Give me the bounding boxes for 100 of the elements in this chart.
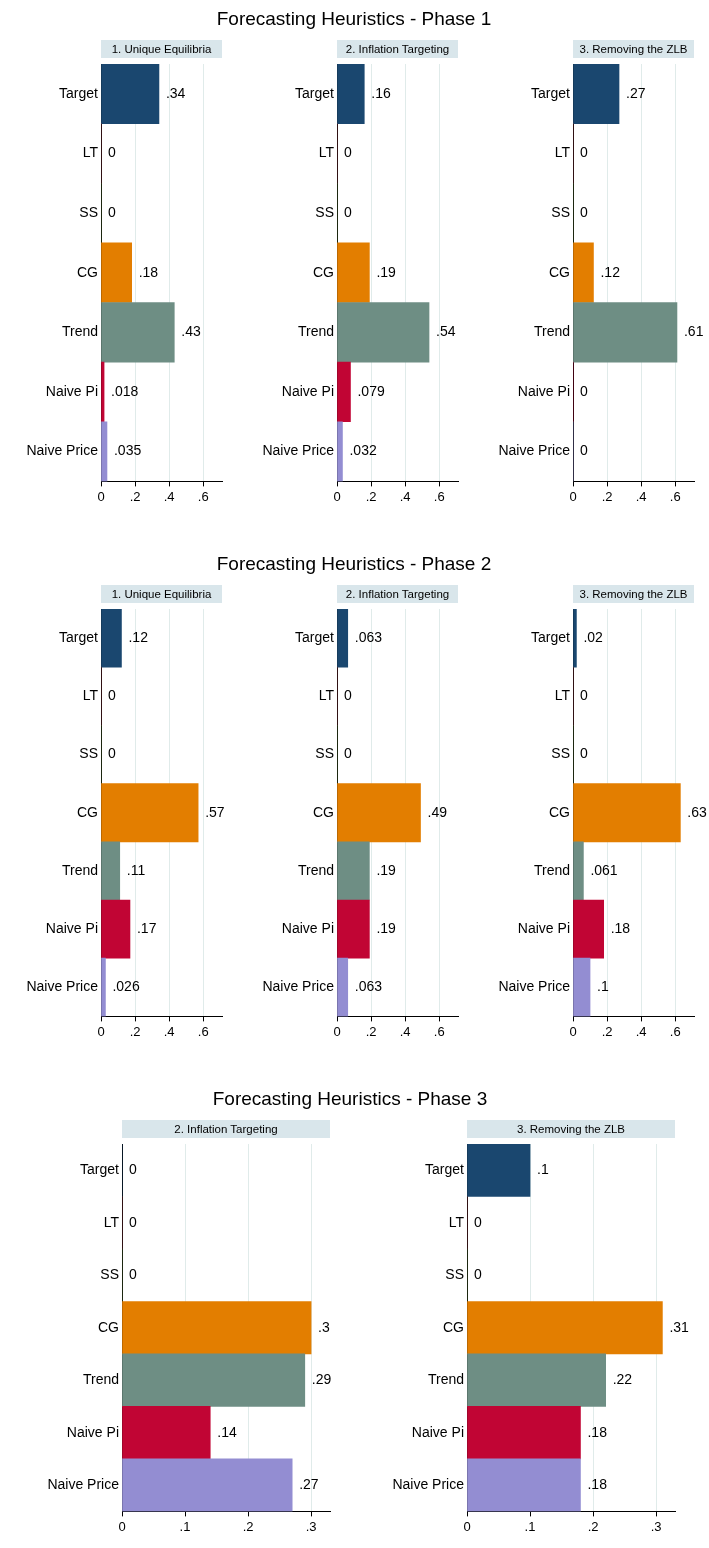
y-tick-label: CG [313, 263, 334, 280]
data-label: .54 [436, 323, 456, 340]
y-tick-label: LT [318, 687, 335, 704]
y-tick-label: Naive Price [498, 442, 571, 459]
x-tick-label: .2 [601, 488, 613, 504]
bar [573, 841, 584, 901]
y-tick-label: SS [551, 203, 570, 220]
data-label: .18 [587, 1423, 608, 1440]
bar [337, 899, 370, 959]
x-tick-label: 0 [569, 1023, 577, 1039]
data-label: .1 [537, 1161, 549, 1178]
y-tick-label: LT [82, 687, 99, 704]
data-label: .19 [376, 861, 397, 878]
x-tick-label: 0 [97, 1023, 105, 1039]
y-tick-label: Naive Price [47, 1476, 120, 1493]
y-tick-label: Target [425, 1161, 465, 1178]
x-tick-label: .2 [365, 1023, 377, 1039]
data-label: .018 [111, 382, 139, 399]
data-label: .061 [590, 861, 618, 878]
bar [101, 609, 122, 668]
y-tick-label: CG [98, 1318, 119, 1335]
y-tick-label: Naive Price [262, 442, 335, 459]
y-tick-label: Target [531, 84, 571, 101]
y-tick-label: Naive Price [392, 1476, 465, 1493]
y-tick-label: CG [77, 263, 98, 280]
y-tick-label: CG [443, 1318, 464, 1335]
data-label: 0 [580, 687, 588, 704]
chart-subtitle: 2. Inflation Targeting [122, 1120, 330, 1138]
data-label: .19 [376, 263, 397, 280]
bar [122, 1301, 312, 1355]
chart-subtitle: 3. Removing the ZLB [467, 1120, 675, 1138]
x-tick-label: .6 [669, 488, 681, 504]
y-tick-label: SS [315, 745, 334, 762]
data-label: .61 [683, 323, 704, 340]
bar [467, 1458, 581, 1512]
bar [573, 783, 681, 843]
y-tick-label: SS [79, 745, 98, 762]
data-label: .31 [669, 1318, 690, 1335]
y-tick-label: Target [80, 1161, 120, 1178]
data-label: .63 [687, 803, 708, 820]
bar [337, 361, 351, 423]
bar [101, 242, 133, 303]
x-tick-label: .6 [669, 1023, 681, 1039]
bar [101, 302, 175, 363]
data-label: .063 [354, 628, 383, 645]
y-tick-label: CG [313, 803, 334, 820]
x-tick-label: .4 [399, 1023, 411, 1039]
data-label: .1 [597, 978, 609, 995]
data-label: 0 [108, 203, 116, 220]
data-label: 0 [580, 442, 588, 459]
data-label: 0 [108, 687, 116, 704]
data-label: .14 [217, 1423, 237, 1440]
bar [337, 242, 370, 303]
x-tick-label: .2 [601, 1023, 613, 1039]
chart-subtitle: 1. Unique Equilibria [101, 585, 222, 603]
y-tick-label: Trend [427, 1371, 464, 1388]
bar [573, 609, 577, 668]
x-tick-label: 0 [463, 1518, 471, 1534]
data-label: .12 [128, 628, 149, 645]
y-tick-label: Naive Pi [45, 919, 98, 936]
data-label: .57 [205, 803, 225, 820]
data-label: 0 [580, 203, 588, 220]
data-label: 0 [344, 203, 352, 220]
bar [337, 302, 430, 363]
bar [101, 361, 105, 423]
x-tick-label: 0 [333, 1023, 341, 1039]
data-label: .19 [376, 919, 397, 936]
x-tick-label: .2 [365, 488, 377, 504]
bar [337, 421, 343, 482]
data-label: .27 [626, 84, 646, 101]
x-tick-label: .2 [129, 488, 141, 504]
y-tick-label: Trend [297, 323, 334, 340]
data-label: .22 [612, 1371, 633, 1388]
bar [573, 957, 591, 1017]
bar [122, 1353, 306, 1407]
y-tick-label: SS [551, 745, 570, 762]
x-tick-label: .6 [197, 488, 209, 504]
y-tick-label: Trend [297, 861, 334, 878]
chart-subtitle: 3. Removing the ZLB [573, 585, 694, 603]
y-tick-label: Target [531, 628, 571, 645]
data-label: .3 [318, 1318, 330, 1335]
y-tick-label: LT [103, 1213, 120, 1230]
x-tick-label: .3 [305, 1518, 317, 1534]
data-label: 0 [129, 1161, 137, 1178]
data-label: .063 [354, 978, 383, 995]
data-label: .12 [600, 263, 621, 280]
y-tick-label: SS [100, 1266, 119, 1283]
data-label: 0 [474, 1266, 482, 1283]
y-tick-label: SS [445, 1266, 464, 1283]
chart-subtitle: 1. Unique Equilibria [101, 40, 222, 58]
x-tick-label: .6 [433, 488, 445, 504]
x-tick-label: .4 [163, 488, 175, 504]
y-tick-label: Trend [533, 323, 570, 340]
data-label: 0 [108, 144, 116, 161]
y-tick-label: Target [59, 84, 99, 101]
bar [573, 302, 678, 363]
data-label: .11 [126, 861, 146, 878]
bar [337, 609, 349, 668]
data-label: .17 [136, 919, 157, 936]
y-tick-label: LT [448, 1213, 465, 1230]
